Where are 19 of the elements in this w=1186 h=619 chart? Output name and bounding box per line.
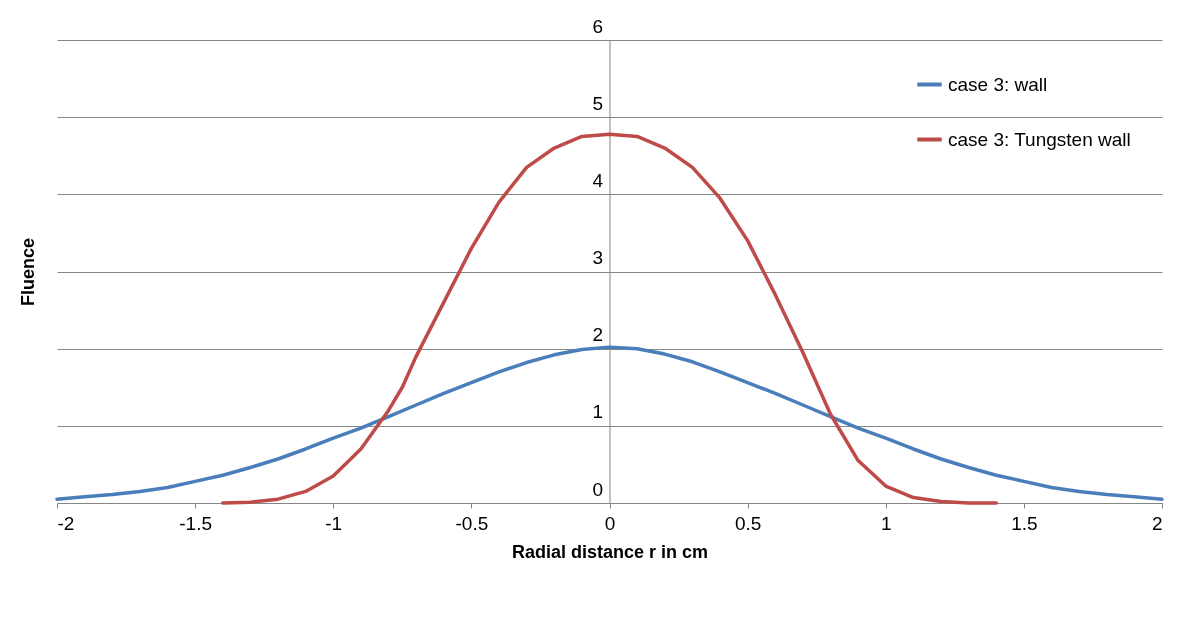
y-tick-label: 6 [592, 15, 603, 37]
x-tick-label: 0.5 [734, 512, 762, 534]
y-axis-title: Fluence [17, 237, 38, 307]
x-tick-label: -1.5 [179, 512, 212, 534]
x-tick-label: 1 [880, 512, 892, 534]
y-tick-label: 2 [592, 324, 603, 346]
y-tick-label: 0 [592, 478, 603, 500]
y-tick-label: 5 [592, 92, 603, 114]
x-tick-label: -1 [325, 512, 343, 534]
x-tick-label: 2 [1151, 512, 1163, 534]
x-axis-title: Radial distance r in cm [511, 541, 709, 562]
x-tick-label: -2 [57, 512, 75, 534]
x-tick-label: -0.5 [455, 512, 489, 534]
y-tick-label: 4 [592, 169, 604, 191]
x-tick-label: 1.5 [1011, 512, 1038, 534]
legend-label: case 3: Tungsten wall [948, 128, 1131, 150]
y-tick-label: 1 [592, 401, 603, 423]
legend-label: case 3: wall [948, 73, 1048, 95]
y-tick-label: 3 [592, 247, 603, 268]
